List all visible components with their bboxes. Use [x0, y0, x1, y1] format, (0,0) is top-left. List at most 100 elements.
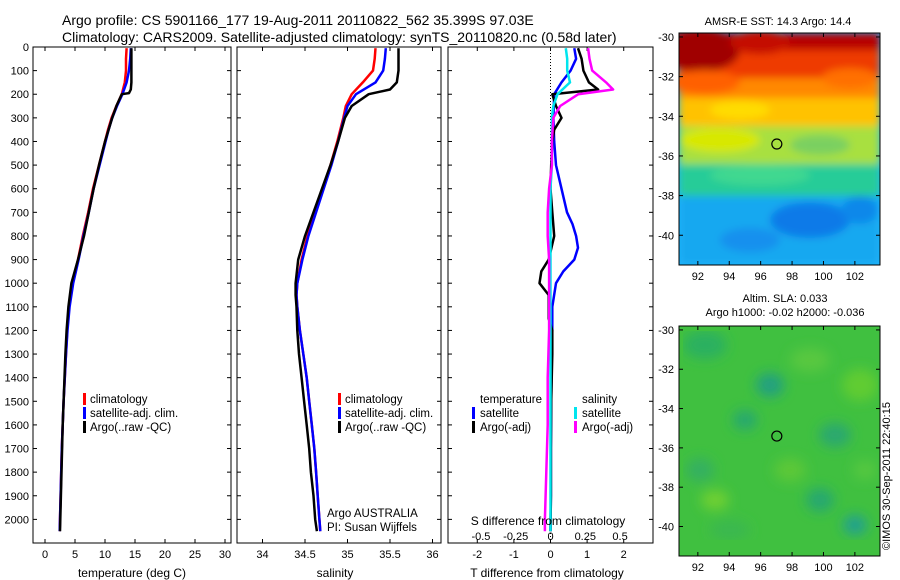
map-x-tick-label: 100 — [814, 562, 832, 574]
sst-map-axes: 92 94 96 98 100 102 -30 -32 -34 -36 -38 -40 — [658, 32, 880, 283]
series-line-s-satellite — [549, 48, 572, 532]
map-x-tick-label: 94 — [723, 271, 735, 283]
legend-header-temperature: temperature — [480, 394, 542, 406]
legend-label-climatology: climatology — [345, 394, 403, 406]
salinity-xlabel: salinity — [317, 566, 354, 580]
map-y-tick-label: -38 — [658, 482, 674, 494]
y-tick-label: 1900 — [5, 491, 29, 503]
legend-label-argo: Argo(..raw -QC) — [345, 422, 426, 434]
x-tick-label: 1 — [584, 549, 590, 561]
y-tick-label: 1600 — [5, 420, 29, 432]
legend-label-s-argo: Argo(-adj) — [582, 422, 633, 434]
legend-swatch-s-argo — [574, 421, 577, 433]
sla-map-subtitle: Argo h1000: -0.02 h2000: -0.036 — [705, 307, 864, 319]
map-y-tick-label: -38 — [658, 191, 674, 203]
argo-position-marker — [771, 430, 783, 442]
t-difference-xlabel: T difference from climatology — [470, 566, 624, 580]
argo-position-marker — [771, 138, 783, 150]
pi-credit: PI: Susan Wijffels — [327, 522, 417, 534]
sst-map-frame — [678, 32, 881, 266]
legend-header-salinity: salinity — [582, 394, 617, 406]
legend-swatch-argo — [338, 421, 341, 433]
map-x-tick-label: 98 — [786, 271, 798, 283]
legend-label-satellite: satellite-adj. clim. — [90, 408, 178, 420]
y-tick-label: 1800 — [5, 467, 29, 479]
legend-label-t-argo: Argo(-adj) — [480, 422, 531, 434]
legend-swatch-t-satellite — [472, 407, 475, 419]
y-tick-label: 2000 — [5, 514, 29, 526]
sla-map-frame — [678, 325, 881, 557]
legend-swatch-satellite — [83, 407, 86, 419]
legend-swatch-satellite — [338, 407, 341, 419]
x-tick-label: 30 — [219, 549, 231, 561]
sla-map-axes: 92 94 96 98 100 102 -30 -32 -34 -36 -38 -40 — [658, 325, 880, 574]
map-x-tick-label: 96 — [755, 562, 767, 574]
series-line-satellite — [295, 48, 388, 532]
map-x-tick-label: 100 — [814, 271, 832, 283]
y-tick-label: 500 — [11, 160, 29, 172]
legend-label-satellite: satellite-adj. clim. — [345, 408, 433, 420]
sla-map-title: Altim. SLA: 0.033 — [743, 293, 828, 305]
y-tick-label: 1200 — [5, 325, 29, 337]
series-line-argo — [58, 48, 133, 532]
y-tick-label: 800 — [11, 231, 29, 243]
series-line-s-argo — [543, 48, 615, 532]
y-tick-label: 200 — [11, 89, 29, 101]
x-tick-label: 10 — [99, 549, 111, 561]
title-line-1: Argo profile: CS 5901166_177 19-Aug-2011… — [62, 12, 534, 28]
y-tick-label: 1700 — [5, 444, 29, 456]
y-tick-label: 300 — [11, 113, 29, 125]
map-y-tick-label: -30 — [658, 325, 674, 337]
temperature-xlabel: temperature (deg C) — [78, 566, 186, 580]
y-tick-label: 900 — [11, 255, 29, 267]
s-difference-xlabel: S difference from climatology — [471, 514, 626, 528]
map-x-tick-label: 102 — [846, 562, 864, 574]
x2-tick-label: -0.25 — [503, 531, 528, 543]
temperature-legend: climatology satellite-adj. clim. Argo(..… — [83, 393, 178, 434]
map-y-tick-label: -40 — [658, 522, 674, 534]
x-tick-label: 34.5 — [294, 549, 315, 561]
map-x-tick-label: 102 — [846, 271, 864, 283]
y-tick-label: 1500 — [5, 396, 29, 408]
y-tick-label: 1300 — [5, 349, 29, 361]
x-tick-label: 35.5 — [379, 549, 400, 561]
salinity-legend: climatology satellite-adj. clim. Argo(..… — [338, 393, 433, 434]
x-tick-label: 5 — [72, 549, 78, 561]
map-y-tick-label: -32 — [658, 72, 674, 84]
sst-map-image — [679, 33, 880, 265]
x2-tick-label: 0.5 — [612, 531, 627, 543]
salinity-plot: 34 34.5 35 35.5 36 — [237, 46, 441, 561]
map-y-tick-label: -40 — [658, 230, 674, 242]
y-tick-label: 100 — [11, 66, 29, 78]
x-tick-label: -2 — [472, 549, 482, 561]
x-tick-label: 36 — [426, 549, 438, 561]
legend-swatch-climatology — [83, 393, 86, 405]
y-tick-label: 700 — [11, 207, 29, 219]
legend-label-s-satellite: satellite — [582, 408, 621, 420]
y-tick-label: 600 — [11, 184, 29, 196]
series-line-t-argo — [538, 47, 600, 532]
temperature-panel — [32, 46, 232, 544]
imos-footer: ©IMOS 30-Sep-2011 22:40:15 — [881, 402, 893, 550]
x-tick-label: 15 — [129, 549, 141, 561]
x-tick-label: 35 — [341, 549, 353, 561]
y-tick-label: 0 — [23, 42, 29, 54]
argo-credit: Argo AUSTRALIA — [327, 508, 418, 520]
x-tick-label: 0 — [42, 549, 48, 561]
sst-map-title: AMSR-E SST: 14.3 Argo: 14.4 — [705, 16, 852, 28]
x-tick-label: 20 — [159, 549, 171, 561]
map-y-tick-label: -30 — [658, 32, 674, 44]
x-tick-label: 25 — [189, 549, 201, 561]
legend-swatch-s-satellite — [574, 407, 577, 419]
title-line-2: Climatology: CARS2009. Satellite-adjuste… — [62, 29, 617, 45]
map-x-tick-label: 96 — [755, 271, 767, 283]
legend-swatch-argo — [83, 421, 86, 433]
legend-swatch-climatology — [338, 393, 341, 405]
legend-swatch-t-argo — [472, 421, 475, 433]
y-tick-label: 400 — [11, 136, 29, 148]
x-tick-label: 34 — [256, 549, 268, 561]
map-y-tick-label: -34 — [658, 404, 674, 416]
x-tick-label: 0 — [547, 549, 553, 561]
difference-legend: temperature salinity satellite Argo(-adj… — [472, 394, 633, 434]
